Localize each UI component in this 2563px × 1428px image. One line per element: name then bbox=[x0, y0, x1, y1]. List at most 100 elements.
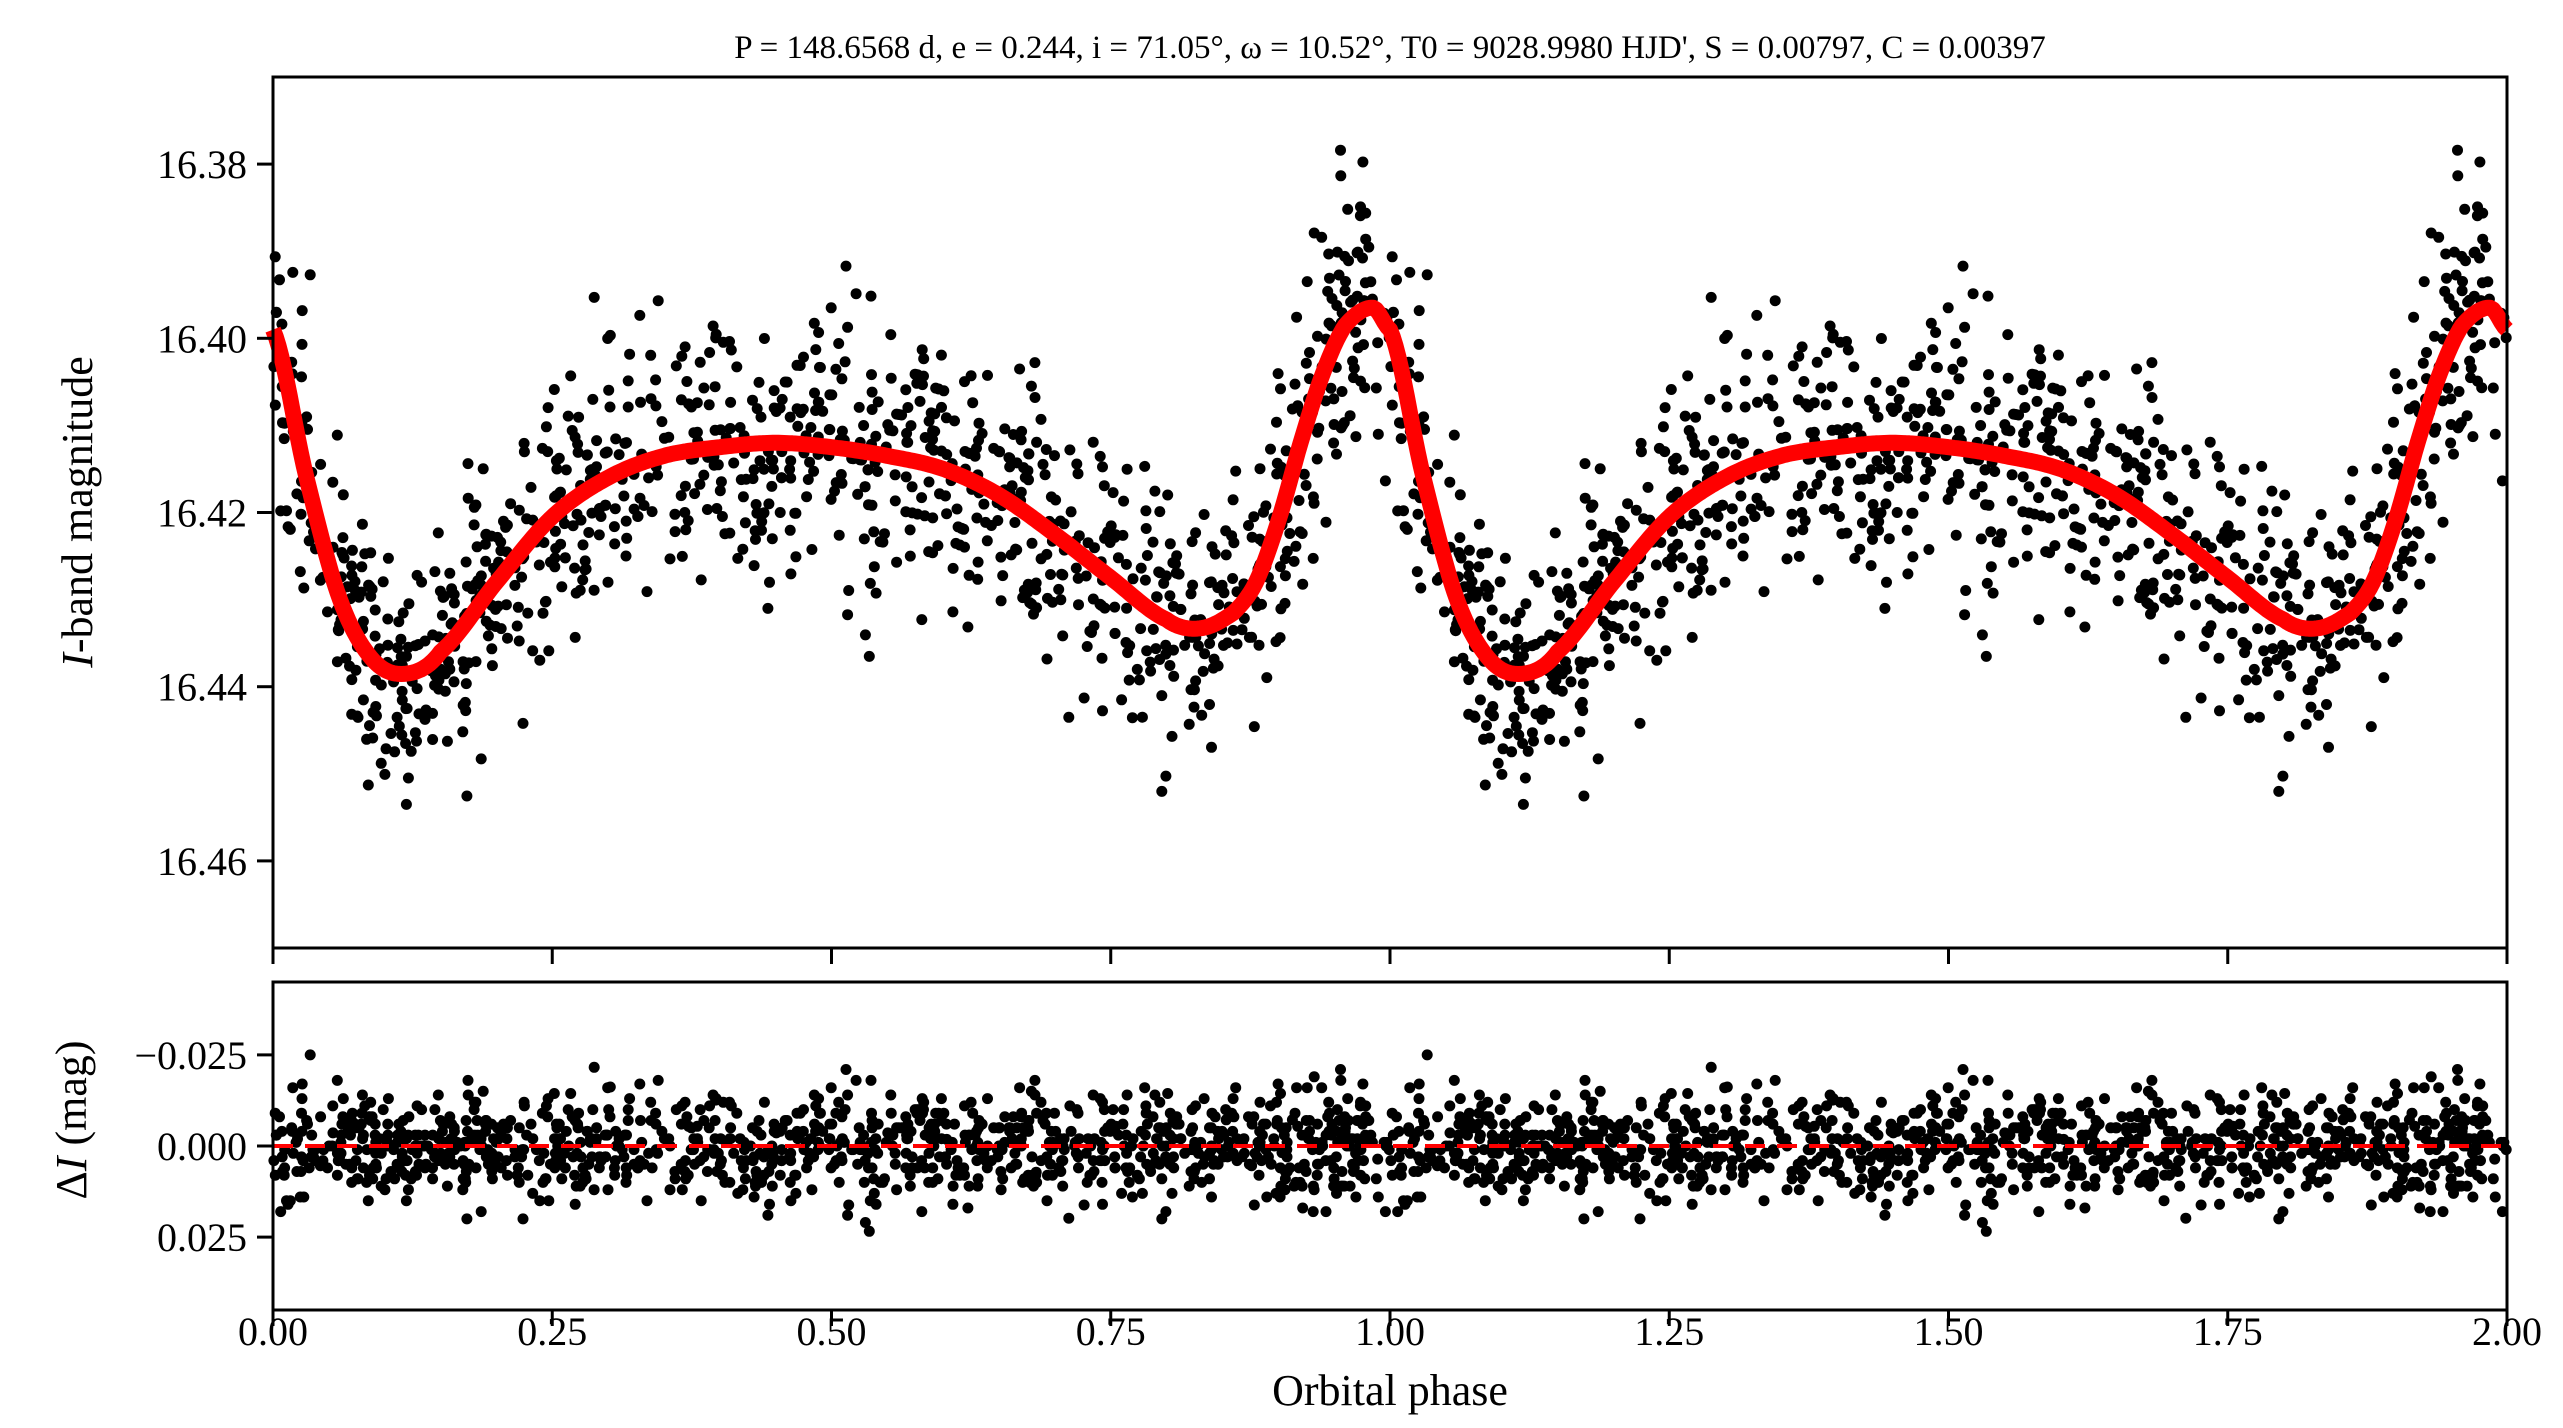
data-point bbox=[1126, 712, 1138, 724]
residual-point bbox=[1793, 1184, 1805, 1196]
residual-point bbox=[1619, 1169, 1630, 1181]
data-point bbox=[457, 699, 469, 711]
data-point bbox=[400, 738, 412, 749]
residual-point bbox=[1010, 1158, 1022, 1170]
residual-point bbox=[1168, 1162, 1180, 1174]
data-point bbox=[1574, 726, 1586, 738]
residual-point bbox=[477, 1085, 489, 1097]
data-point bbox=[1553, 609, 1565, 621]
data-point bbox=[391, 711, 403, 723]
data-point bbox=[1486, 630, 1498, 642]
data-point bbox=[1517, 798, 1529, 810]
data-point bbox=[2456, 285, 2468, 297]
data-point bbox=[909, 368, 921, 380]
data-point bbox=[460, 556, 472, 568]
residual-point bbox=[1519, 1184, 1531, 1196]
data-point bbox=[2474, 156, 2486, 168]
data-point bbox=[972, 556, 984, 568]
model-curve bbox=[265, 299, 2513, 682]
data-point bbox=[2397, 445, 2409, 457]
data-point bbox=[2325, 653, 2337, 665]
data-point bbox=[1395, 433, 1407, 445]
data-point bbox=[2360, 520, 2371, 531]
data-point bbox=[809, 387, 820, 399]
data-point bbox=[1749, 511, 1761, 522]
data-point bbox=[2116, 423, 2128, 435]
residual-point bbox=[1124, 1162, 1136, 1174]
residual-point bbox=[833, 1096, 845, 1108]
data-point bbox=[1721, 401, 1733, 413]
data-point bbox=[801, 491, 813, 503]
data-point bbox=[303, 535, 315, 547]
data-point bbox=[1281, 545, 1293, 557]
residual-point bbox=[664, 1184, 676, 1196]
residual-point bbox=[1925, 1089, 1937, 1101]
residual-point bbox=[935, 1093, 947, 1105]
data-point bbox=[1612, 623, 1624, 635]
data-point bbox=[2243, 712, 2255, 724]
data-point bbox=[754, 455, 766, 467]
residual-point bbox=[641, 1195, 653, 1207]
residual-point bbox=[1308, 1184, 1320, 1196]
data-point bbox=[1313, 422, 1325, 434]
data-point bbox=[1482, 590, 1494, 602]
data-point bbox=[570, 587, 582, 599]
residual-point bbox=[2064, 1180, 2076, 1192]
residual-point bbox=[1626, 1151, 1638, 1163]
data-point bbox=[1198, 509, 1210, 520]
residual-point bbox=[2283, 1187, 2295, 1199]
data-point bbox=[1297, 578, 1309, 590]
residual-point bbox=[1064, 1100, 1076, 1112]
data-point bbox=[395, 633, 407, 645]
data-point bbox=[1991, 536, 2003, 548]
data-point bbox=[808, 465, 820, 477]
residual-point bbox=[287, 1082, 299, 1094]
data-point bbox=[2164, 596, 2175, 608]
residual-point bbox=[2467, 1191, 2479, 1203]
residual-point bbox=[1781, 1184, 1793, 1196]
residual-point bbox=[1544, 1173, 1556, 1185]
data-point bbox=[1574, 699, 1586, 711]
data-point bbox=[2337, 549, 2349, 561]
data-point bbox=[1603, 660, 1615, 672]
residual-point bbox=[2392, 1180, 2404, 1192]
data-point bbox=[1087, 436, 1099, 448]
data-point bbox=[1199, 648, 1211, 660]
data-point bbox=[1985, 561, 1997, 573]
data-point bbox=[2095, 498, 2107, 510]
data-point bbox=[824, 424, 836, 436]
data-point bbox=[2099, 369, 2110, 381]
data-point bbox=[1741, 348, 1753, 360]
data-point bbox=[1358, 339, 1369, 351]
data-point bbox=[2226, 601, 2238, 613]
residual-point bbox=[809, 1118, 820, 1130]
data-point bbox=[298, 582, 310, 594]
data-point bbox=[357, 694, 369, 706]
residual-point bbox=[1806, 1158, 1818, 1170]
residual-point bbox=[2410, 1162, 2422, 1174]
residual-point bbox=[1609, 1151, 1621, 1163]
residual-point bbox=[1049, 1107, 1060, 1119]
data-point bbox=[2214, 705, 2225, 717]
data-point bbox=[1411, 566, 1423, 578]
data-point bbox=[2464, 294, 2475, 306]
data-point bbox=[1836, 528, 1848, 540]
residual-point bbox=[758, 1151, 770, 1163]
data-point bbox=[1399, 521, 1411, 533]
data-point bbox=[1272, 368, 1284, 380]
data-point bbox=[1980, 650, 1992, 662]
data-point bbox=[1164, 590, 1176, 602]
residual-point bbox=[2052, 1093, 2064, 1105]
data-point bbox=[1265, 443, 1276, 455]
data-point bbox=[755, 411, 767, 423]
data-point bbox=[1104, 537, 1116, 548]
data-point bbox=[549, 491, 561, 503]
residual-point bbox=[297, 1155, 309, 1167]
residual-point bbox=[1499, 1093, 1511, 1105]
data-point bbox=[457, 656, 469, 668]
data-point bbox=[1755, 500, 1767, 511]
data-point bbox=[1087, 593, 1099, 605]
residual-point bbox=[884, 1129, 896, 1141]
data-point bbox=[833, 338, 845, 349]
data-point bbox=[2275, 577, 2287, 589]
